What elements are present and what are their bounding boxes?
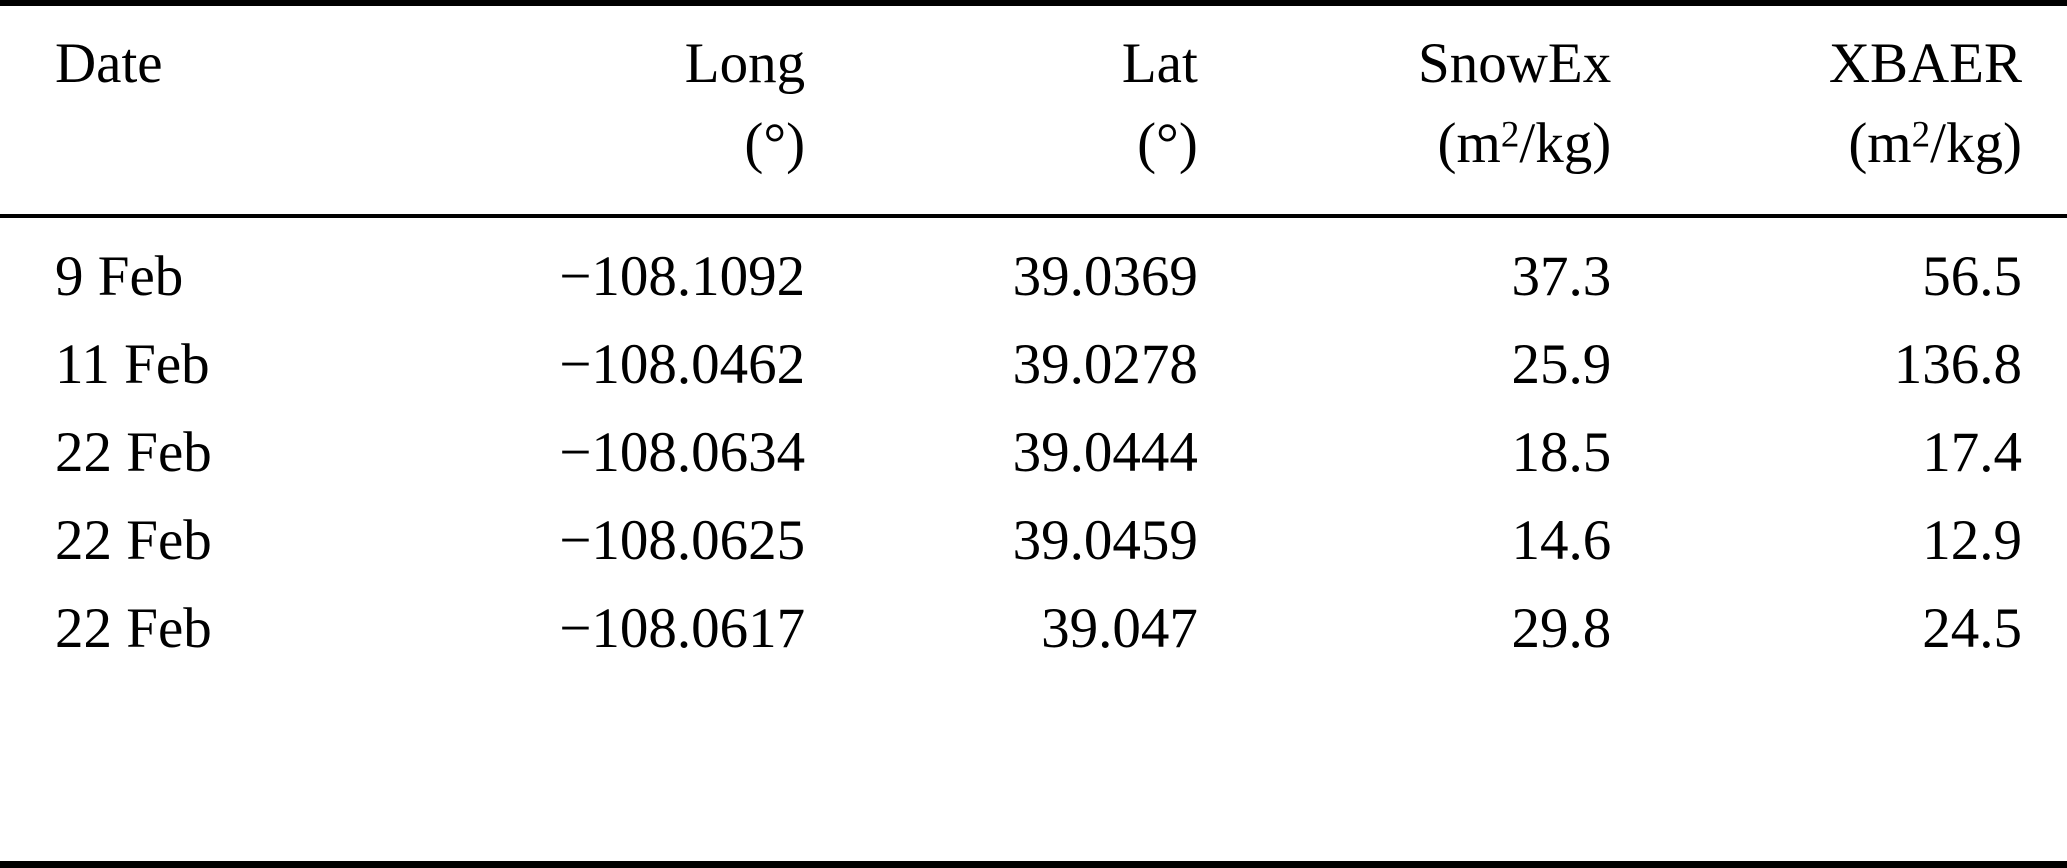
column-unit-long: (°) bbox=[394, 104, 805, 184]
cell-xbaer: 136.8 bbox=[1893, 333, 2022, 396]
cell-date: 22 Feb bbox=[55, 597, 212, 660]
cell-snowex: 37.3 bbox=[1511, 245, 1612, 308]
column-header-lat: Lat (°) bbox=[806, 6, 1199, 218]
unit-superscript: 2 bbox=[1500, 114, 1520, 156]
table-row: 22 Feb −108.0617 39.047 29.8 24.5 bbox=[0, 585, 2067, 673]
column-unit-xbaer: (m2/kg) bbox=[1613, 104, 2022, 184]
column-label-snowex: SnowEx bbox=[1418, 32, 1612, 95]
unit-text: /kg) bbox=[1519, 112, 1612, 175]
column-label-date: Date bbox=[55, 32, 163, 95]
cell-long: −108.0462 bbox=[559, 333, 806, 396]
cell-lat: 39.0278 bbox=[1012, 333, 1198, 396]
column-unit-date bbox=[55, 104, 392, 184]
unit-text: (m bbox=[1848, 112, 1912, 175]
bottom-whitespace bbox=[0, 673, 2067, 861]
cell-xbaer: 24.5 bbox=[1922, 597, 2022, 660]
table-row: 22 Feb −108.0625 39.0459 14.6 12.9 bbox=[0, 497, 2067, 585]
cell-long: −108.0634 bbox=[559, 421, 806, 484]
cell-snowex: 18.5 bbox=[1511, 421, 1612, 484]
cell-long: −108.0625 bbox=[559, 509, 806, 572]
column-label-lat: Lat bbox=[1121, 32, 1198, 95]
unit-superscript: 2 bbox=[1911, 114, 1931, 156]
table-row: 11 Feb −108.0462 39.0278 25.9 136.8 bbox=[0, 321, 2067, 409]
unit-text: (m bbox=[1437, 112, 1501, 175]
cell-lat: 39.0369 bbox=[1012, 245, 1198, 308]
cell-long: −108.0617 bbox=[559, 597, 806, 660]
cell-lat: 39.0444 bbox=[1012, 421, 1198, 484]
table-row: 9 Feb −108.1092 39.0369 37.3 56.5 bbox=[0, 216, 2067, 321]
unit-text: /kg) bbox=[1930, 112, 2022, 175]
unit-text: (°) bbox=[744, 112, 806, 175]
cell-date: 9 Feb bbox=[55, 245, 184, 308]
cell-date: 22 Feb bbox=[55, 509, 212, 572]
cell-date: 11 Feb bbox=[55, 333, 210, 396]
column-header-snowex: SnowEx (m2/kg) bbox=[1198, 6, 1613, 218]
unit-text: (°) bbox=[1137, 112, 1198, 175]
column-unit-snowex: (m2/kg) bbox=[1200, 104, 1612, 184]
cell-xbaer: 56.5 bbox=[1922, 245, 2022, 308]
cell-lat: 39.0459 bbox=[1012, 509, 1198, 572]
column-header-long: Long (°) bbox=[392, 6, 807, 218]
table-header: Date Long (°) Lat (°) SnowEx (m2/kg) XBA… bbox=[0, 6, 2067, 218]
table-row: 22 Feb −108.0634 39.0444 18.5 17.4 bbox=[0, 409, 2067, 497]
cell-snowex: 29.8 bbox=[1511, 597, 1612, 660]
column-header-date: Date bbox=[0, 6, 393, 218]
cell-xbaer: 12.9 bbox=[1922, 509, 2022, 572]
column-unit-lat: (°) bbox=[807, 104, 1198, 184]
column-header-xbaer: XBAER (m2/kg) bbox=[1612, 6, 2067, 218]
data-table: Date Long (°) Lat (°) SnowEx (m2/kg) XBA… bbox=[0, 6, 2067, 673]
header-row: Date Long (°) Lat (°) SnowEx (m2/kg) XBA… bbox=[0, 6, 2067, 218]
cell-xbaer: 17.4 bbox=[1922, 421, 2022, 484]
table-body: 9 Feb −108.1092 39.0369 37.3 56.5 11 Feb… bbox=[0, 216, 2067, 673]
column-label-xbaer: XBAER bbox=[1828, 32, 2022, 95]
cell-snowex: 25.9 bbox=[1511, 333, 1612, 396]
cell-long: −108.1092 bbox=[559, 245, 806, 308]
cell-date: 22 Feb bbox=[55, 421, 212, 484]
cell-snowex: 14.6 bbox=[1511, 509, 1612, 572]
column-label-long: Long bbox=[684, 32, 806, 95]
cell-lat: 39.047 bbox=[1041, 597, 1198, 660]
